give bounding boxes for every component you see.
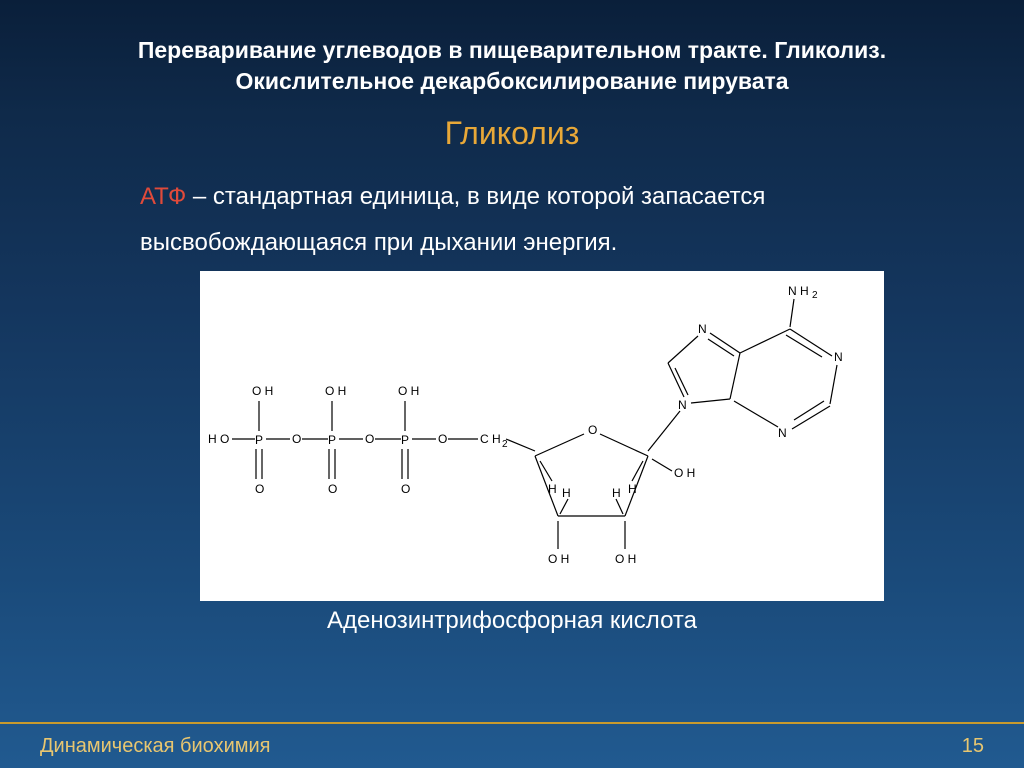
label-ring-o: O (588, 423, 597, 437)
label-h-c4: H (548, 482, 557, 496)
label-p1-oh: O H (252, 384, 273, 398)
section-title: Гликолиз (0, 115, 1024, 152)
label-bridge-o1: O (292, 432, 301, 446)
label-h-c3: H (562, 486, 571, 500)
label-n3: N (778, 426, 787, 440)
label-bridge-o2: O (365, 432, 374, 446)
label-p3-oh: O H (398, 384, 419, 398)
label-p3-o: O (401, 482, 410, 496)
atf-label: АТФ (140, 183, 186, 210)
label-p1-o: O (255, 482, 264, 496)
label-oh-c1: O H (674, 466, 695, 480)
label-ho-terminal: H O (208, 432, 229, 446)
label-p3: P (401, 433, 409, 447)
molecule-structure-panel: H O P O H O O P O H O O (200, 271, 884, 601)
header-line-1: Переваривание углеводов в пищеварительно… (30, 35, 994, 66)
label-ch2-sub: 2 (502, 439, 508, 450)
label-bridge-o3: O (438, 432, 447, 446)
label-p2-oh: O H (325, 384, 346, 398)
label-h-c2: H (612, 486, 621, 500)
slide-header: Переваривание углеводов в пищеварительно… (0, 0, 1024, 97)
label-nh2-sub: 2 (812, 290, 818, 301)
definition-part2: высвобождающаяся при дыхании энергия. (140, 229, 617, 256)
label-ch2: C H (480, 432, 501, 446)
label-n9: N (678, 398, 687, 412)
label-p1: P (255, 433, 263, 447)
molecule-caption: Аденозинтрифосфорная кислота (0, 607, 1024, 635)
page-number: 15 (962, 735, 984, 758)
label-n1: N (834, 350, 843, 364)
label-oh-c2: O H (615, 552, 636, 566)
label-nh2: N H (788, 284, 809, 298)
label-n7: N (698, 322, 707, 336)
definition-part1: – стандартная единица, в виде которой за… (186, 183, 765, 210)
footer-left: Динамическая биохимия (40, 735, 271, 758)
label-p2: P (328, 433, 336, 447)
slide-footer: Динамическая биохимия 15 (0, 722, 1024, 768)
header-line-2: Окислительное декарбоксилирование пирува… (30, 66, 994, 97)
label-oh-c3: O H (548, 552, 569, 566)
label-h-c1: H (628, 482, 637, 496)
label-p2-o: O (328, 482, 337, 496)
definition-text: АТФ – стандартная единица, в виде которо… (140, 174, 924, 265)
atp-molecule-svg: H O P O H O O P O H O O (200, 271, 884, 601)
